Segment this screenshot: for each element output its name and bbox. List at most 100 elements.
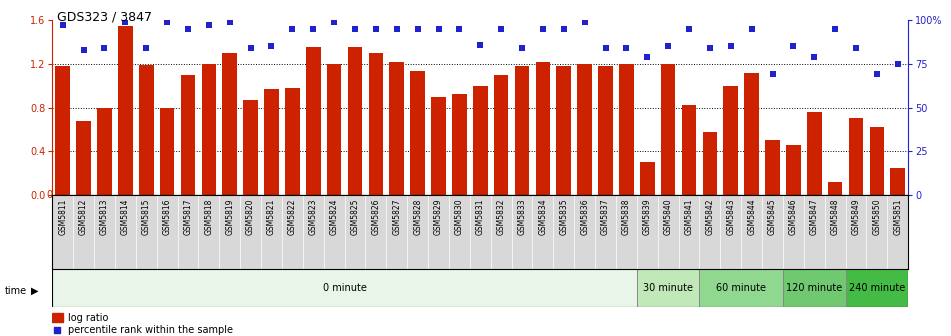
Bar: [452, 94, 467, 195]
Bar: [181, 75, 195, 195]
Text: GSM5818: GSM5818: [204, 199, 213, 235]
Point: [661, 44, 676, 49]
Text: GSM5830: GSM5830: [455, 199, 464, 235]
Text: 30 minute: 30 minute: [643, 283, 693, 293]
Bar: [577, 64, 592, 195]
Bar: [745, 73, 759, 195]
Point: [452, 26, 467, 32]
Bar: [640, 162, 654, 195]
Bar: [431, 97, 446, 195]
Bar: [390, 62, 404, 195]
Text: percentile rank within the sample: percentile rank within the sample: [68, 326, 233, 335]
Text: 0: 0: [47, 190, 52, 200]
Text: GSM5819: GSM5819: [225, 199, 234, 235]
Bar: [410, 72, 425, 195]
Point: [514, 45, 530, 51]
Text: GDS323 / 3847: GDS323 / 3847: [57, 10, 152, 23]
Point: [389, 26, 404, 32]
Bar: [556, 66, 571, 195]
Point: [848, 45, 864, 51]
Text: GSM5816: GSM5816: [163, 199, 171, 235]
Bar: [243, 100, 258, 195]
Point: [139, 45, 154, 51]
Text: GSM5836: GSM5836: [580, 199, 589, 235]
Bar: [807, 112, 822, 195]
Text: 240 minute: 240 minute: [848, 283, 905, 293]
Point: [243, 45, 259, 51]
Text: GSM5812: GSM5812: [79, 199, 88, 235]
Text: GSM5844: GSM5844: [747, 199, 756, 235]
Text: GSM5813: GSM5813: [100, 199, 109, 235]
Text: 120 minute: 120 minute: [786, 283, 843, 293]
Bar: [786, 144, 801, 195]
Bar: [264, 89, 279, 195]
Text: GSM5834: GSM5834: [538, 199, 548, 235]
Point: [869, 72, 884, 77]
Text: GSM5841: GSM5841: [685, 199, 693, 235]
Point: [284, 26, 300, 32]
Text: time: time: [5, 286, 27, 296]
Point: [326, 19, 341, 25]
Bar: [52, 269, 637, 307]
Bar: [766, 140, 780, 195]
Text: GSM5814: GSM5814: [121, 199, 130, 235]
Text: log ratio: log ratio: [68, 313, 108, 323]
Text: GSM5821: GSM5821: [267, 199, 276, 235]
Bar: [160, 108, 174, 195]
Text: GSM5829: GSM5829: [434, 199, 443, 235]
Bar: [535, 62, 551, 195]
Text: GSM5843: GSM5843: [727, 199, 735, 235]
Bar: [327, 64, 341, 195]
Point: [473, 42, 488, 47]
Bar: [348, 47, 362, 195]
Bar: [682, 106, 696, 195]
Text: GSM5851: GSM5851: [893, 199, 902, 235]
Point: [827, 26, 843, 32]
Text: GSM5831: GSM5831: [476, 199, 485, 235]
Text: GSM5815: GSM5815: [142, 199, 151, 235]
Text: GSM5850: GSM5850: [872, 199, 882, 235]
Bar: [514, 66, 530, 195]
Text: GSM5849: GSM5849: [851, 199, 861, 235]
Text: GSM5846: GSM5846: [789, 199, 798, 235]
Bar: [661, 64, 675, 195]
Point: [640, 54, 655, 59]
Bar: [724, 86, 738, 195]
Text: GSM5840: GSM5840: [664, 199, 672, 235]
Bar: [118, 26, 133, 195]
Point: [619, 45, 634, 51]
Text: GSM5817: GSM5817: [184, 199, 192, 235]
Point: [223, 19, 238, 25]
Bar: [598, 66, 612, 195]
Bar: [619, 64, 633, 195]
Bar: [869, 127, 884, 195]
Bar: [52, 313, 63, 322]
Bar: [369, 53, 383, 195]
Text: GSM5828: GSM5828: [413, 199, 422, 235]
Point: [263, 44, 279, 49]
Text: GSM5824: GSM5824: [330, 199, 339, 235]
Text: GSM5845: GSM5845: [768, 199, 777, 235]
Text: 0 minute: 0 minute: [322, 283, 366, 293]
Point: [55, 23, 70, 28]
Text: GSM5839: GSM5839: [643, 199, 651, 235]
Text: GSM5835: GSM5835: [559, 199, 569, 235]
Bar: [306, 47, 320, 195]
Bar: [55, 66, 70, 195]
Bar: [139, 65, 153, 195]
Point: [97, 45, 112, 51]
Text: GSM5826: GSM5826: [372, 199, 380, 235]
Point: [598, 45, 613, 51]
Point: [765, 72, 780, 77]
Text: GSM5847: GSM5847: [809, 199, 819, 235]
Point: [431, 26, 446, 32]
Bar: [845, 269, 908, 307]
Bar: [285, 88, 300, 195]
Bar: [223, 53, 237, 195]
Text: GSM5832: GSM5832: [496, 199, 506, 235]
Point: [202, 23, 217, 28]
Point: [806, 54, 822, 59]
Point: [744, 26, 759, 32]
Point: [410, 26, 425, 32]
Bar: [637, 269, 699, 307]
